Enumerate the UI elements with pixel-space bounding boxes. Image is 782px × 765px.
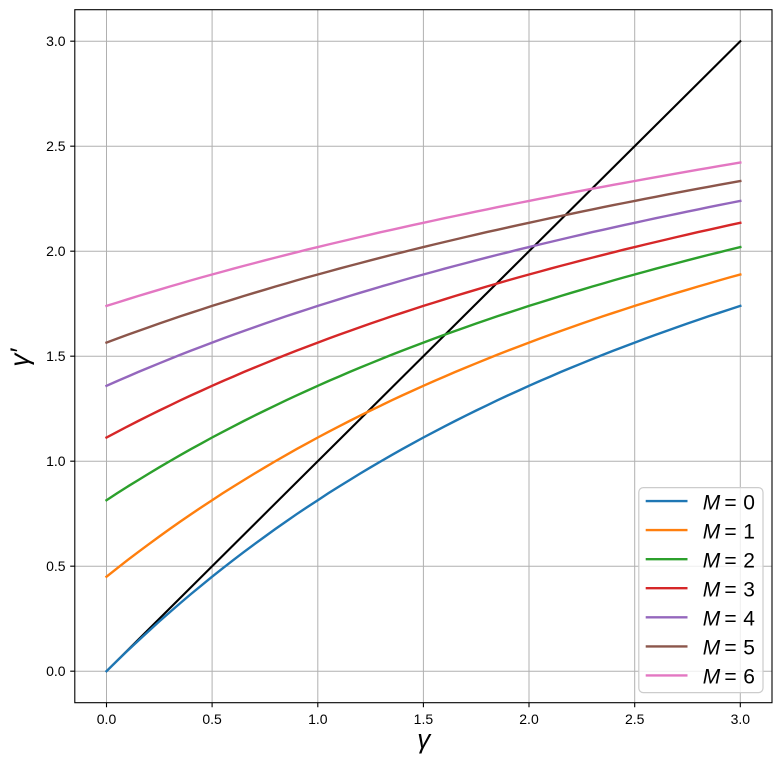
- svg-text:2.5: 2.5: [625, 711, 645, 727]
- svg-text:M = 1: M = 1: [703, 520, 755, 543]
- svg-text:1.0: 1.0: [308, 711, 328, 727]
- svg-text:0.5: 0.5: [46, 558, 66, 574]
- svg-text:1.5: 1.5: [414, 711, 434, 727]
- svg-text:0.0: 0.0: [46, 663, 66, 679]
- svg-text:M = 2: M = 2: [703, 549, 755, 572]
- svg-text:3.0: 3.0: [731, 711, 751, 727]
- svg-text:M = 3: M = 3: [703, 579, 755, 602]
- svg-text:1.5: 1.5: [46, 348, 66, 364]
- svg-text:2.0: 2.0: [46, 243, 66, 259]
- svg-text:0.5: 0.5: [202, 711, 222, 727]
- svg-text:γ: γ: [417, 724, 432, 754]
- svg-text:M = 0: M = 0: [703, 491, 755, 514]
- svg-text:0.0: 0.0: [97, 711, 117, 727]
- svg-text:M = 5: M = 5: [703, 637, 755, 660]
- svg-text:M = 4: M = 4: [703, 608, 755, 631]
- svg-text:1.0: 1.0: [46, 453, 66, 469]
- svg-text:2.5: 2.5: [46, 138, 66, 154]
- svg-text:2.0: 2.0: [519, 711, 539, 727]
- svg-text:3.0: 3.0: [46, 33, 66, 49]
- svg-text:γ′: γ′: [5, 348, 35, 367]
- svg-text:M = 6: M = 6: [703, 666, 755, 689]
